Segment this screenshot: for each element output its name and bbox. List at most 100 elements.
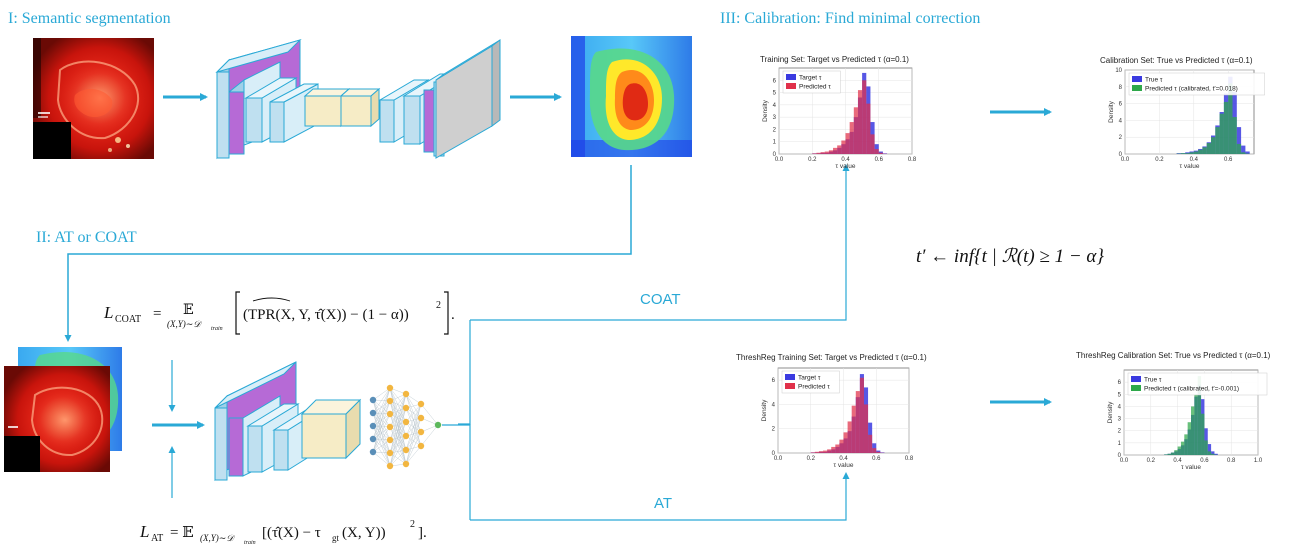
histogram-bar <box>837 145 842 154</box>
histogram-bar <box>1232 117 1237 154</box>
legend-swatch <box>786 83 796 89</box>
x-tick-label: 0.2 <box>807 456 816 462</box>
histogram-bar <box>847 421 852 453</box>
mlp-edge <box>389 426 407 465</box>
x-tick-label: 0.6 <box>1200 458 1209 464</box>
histogram-bar <box>1174 450 1178 455</box>
mlp-node <box>369 422 377 430</box>
segmentation-network <box>215 38 501 160</box>
y-tick-label: 3 <box>773 115 777 121</box>
histogram-bar <box>1214 453 1218 455</box>
mlp-edge <box>405 403 422 451</box>
histogram-bar <box>828 150 834 154</box>
mlp-edge <box>420 403 439 426</box>
legend-entry: Predicted τ (calibrated, t′=-0.001) <box>1144 386 1239 393</box>
y-axis-label: Density <box>1107 401 1114 423</box>
mlp-node <box>402 418 410 426</box>
legend-swatch <box>785 374 795 380</box>
mlp-edge <box>389 393 407 428</box>
histogram-bar <box>1194 394 1198 455</box>
histogram-bar <box>878 152 883 154</box>
svg-text:(X,Y)∼𝒟: (X,Y)∼𝒟 <box>200 533 235 543</box>
y-tick-label: 1 <box>1118 441 1122 447</box>
legend-entry: Predicted τ <box>799 84 831 91</box>
mlp-edge <box>389 387 407 409</box>
histogram-bar <box>1241 145 1246 154</box>
histogram-bar <box>872 448 877 453</box>
mlp-edge <box>372 387 391 427</box>
mlp-node <box>417 400 425 408</box>
y-tick-label: 0 <box>1118 453 1122 459</box>
chart-calibration-set: Calibration Set: True vs Predicted τ (α=… <box>1100 56 1265 170</box>
histogram-bar <box>1236 127 1242 154</box>
histogram-bar <box>855 391 860 453</box>
legend-swatch <box>1131 376 1141 382</box>
chart-training-set: Training Set: Target vs Predicted τ (α=0… <box>760 55 917 170</box>
x-tick-label: 0.2 <box>1147 458 1156 464</box>
histogram-bar <box>845 133 850 154</box>
coat-bracket-line <box>458 320 471 425</box>
histogram-bar <box>880 452 885 453</box>
mlp-edge <box>389 393 407 415</box>
histogram-bar <box>1204 440 1208 455</box>
x-axis-label: τ value <box>836 163 856 170</box>
histogram-bar <box>1164 454 1168 455</box>
chart-threshreg-training-set: ThreshReg Training Set: Target vs Predic… <box>736 353 927 469</box>
x-tick-label: 0.0 <box>1121 157 1130 163</box>
x-tick-label: 1.0 <box>1254 458 1263 464</box>
at-flow-label: AT <box>654 495 672 512</box>
y-tick-label: 4 <box>1118 404 1122 410</box>
svg-text:2: 2 <box>410 519 415 530</box>
y-tick-label: 6 <box>773 78 777 84</box>
y-tick-label: 5 <box>1118 392 1122 398</box>
histogram-bar <box>1228 83 1233 154</box>
histogram-bar <box>810 452 815 453</box>
legend-entry: Target τ <box>798 375 821 382</box>
chart-title: ThreshReg Calibration Set: True vs Predi… <box>1076 351 1271 360</box>
histogram-bar <box>851 405 856 453</box>
mlp-node <box>417 414 425 422</box>
mlp-node <box>369 396 377 404</box>
mlp-node <box>386 436 394 444</box>
mlp-node <box>386 423 394 431</box>
y-tick-label: 6 <box>772 378 776 384</box>
mlp-node <box>369 448 377 456</box>
svg-text:2: 2 <box>436 300 441 311</box>
legend-swatch <box>786 74 796 80</box>
mlp-node <box>402 390 410 398</box>
histogram-bar <box>1177 446 1181 455</box>
histogram-bar <box>866 103 871 154</box>
y-axis-label: Density <box>762 99 769 121</box>
mlp-node <box>386 397 394 405</box>
legend-swatch <box>1132 76 1142 82</box>
y-axis-label: Density <box>1108 100 1115 122</box>
histogram-bar <box>1184 434 1188 455</box>
histogram-bar <box>882 153 888 154</box>
y-tick-label: 0 <box>772 451 776 457</box>
histogram-bar <box>862 80 867 154</box>
arrow-heatmap-to-training <box>64 165 632 342</box>
legend-swatch <box>1132 85 1142 91</box>
histogram-bar <box>1236 143 1242 154</box>
histogram-bar <box>1211 137 1216 154</box>
histogram-bar <box>1201 413 1205 455</box>
histogram-bar <box>853 107 858 154</box>
legend-box <box>1128 72 1265 96</box>
mlp-edge <box>389 400 407 465</box>
histogram-bar <box>868 434 873 453</box>
y-tick-label: 4 <box>773 103 777 109</box>
histogram-bar <box>859 377 864 453</box>
x-tick-label: 0.6 <box>875 157 884 163</box>
histogram-bar <box>1241 152 1246 154</box>
x-tick-label: 0.4 <box>1173 458 1182 464</box>
x-tick-label: 0.0 <box>775 157 784 163</box>
histogram-bar <box>1197 376 1202 455</box>
histogram-bar <box>1223 101 1229 154</box>
mlp-edge <box>389 400 407 451</box>
histogram-bar <box>812 153 817 154</box>
histogram-bar <box>1191 406 1195 455</box>
histogram-bar <box>1198 149 1203 154</box>
svg-text:].: ]. <box>418 525 427 541</box>
mlp-node <box>434 421 442 429</box>
